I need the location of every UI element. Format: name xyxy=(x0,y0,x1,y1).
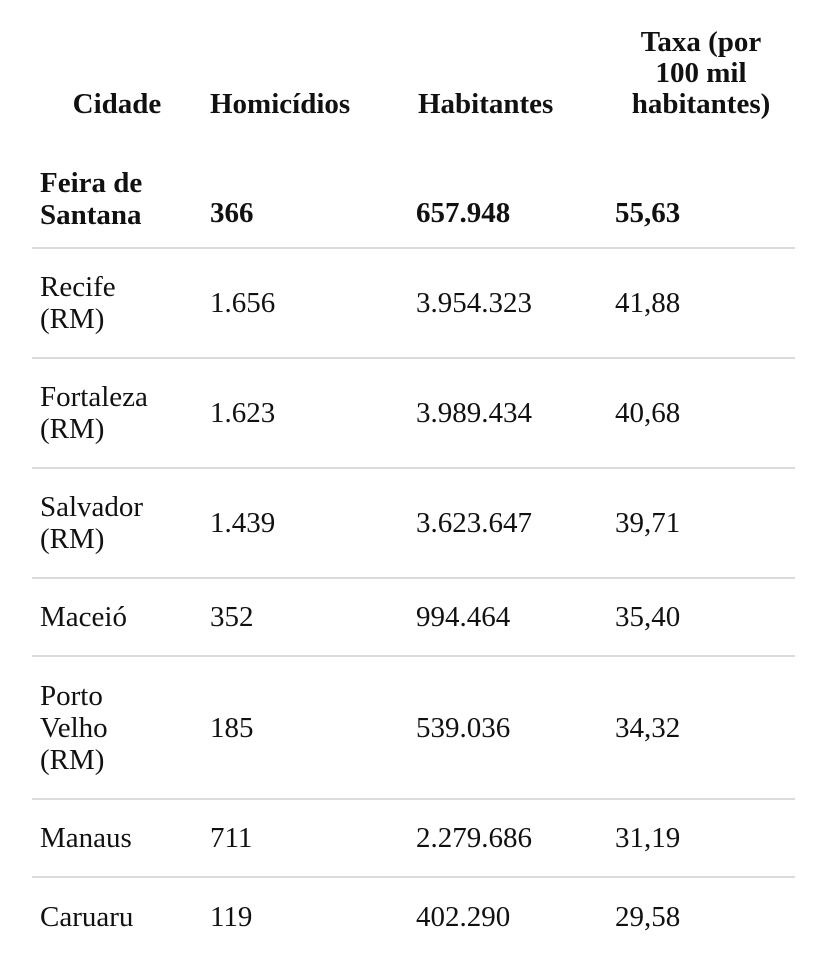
table-row: Porto Velho (RM) 185 539.036 34,32 xyxy=(32,656,795,800)
cell-homicides: 352 xyxy=(202,578,408,657)
cell-homicides: 711 xyxy=(202,799,408,878)
city-line: Maceió xyxy=(40,601,127,633)
table-row: Maceió 352 994.464 35,40 xyxy=(32,578,795,657)
cell-rate: 35,40 xyxy=(607,578,795,657)
cell-inhabitants: 3.989.434 xyxy=(408,358,607,469)
city-line: Fortaleza xyxy=(40,381,148,413)
cell-rate: 34,32 xyxy=(607,656,795,800)
city-line: Feira de xyxy=(40,166,143,199)
cell-rate: 40,68 xyxy=(607,358,795,469)
cell-inhabitants: 994.464 xyxy=(408,578,607,657)
header-rate-line3: habitantes) xyxy=(631,88,771,120)
cell-rate: 29,58 xyxy=(615,900,681,933)
cell-rate: 41,88 xyxy=(607,248,795,359)
city-line: Velho xyxy=(40,711,108,744)
cell-city: Feira de Santana xyxy=(32,150,202,249)
cell-inhabitants: 3.623.647 xyxy=(408,468,607,579)
cell-homicides: 185 xyxy=(202,656,408,800)
header-row: Cidade Homicídios Habitantes Taxa (por 1… xyxy=(32,0,795,150)
cell-inhabitants: 539.036 xyxy=(408,656,607,800)
table-row: Salvador (RM) 1.439 3.623.647 39,71 xyxy=(32,468,795,579)
header-inhabitants: Habitantes xyxy=(418,88,554,120)
city-line: Caruaru xyxy=(40,900,134,933)
city-line: (RM) xyxy=(40,523,105,555)
header-homicides: Homicídios xyxy=(210,88,351,120)
header-rate-line1: Taxa (por xyxy=(640,26,762,58)
table-header: Cidade Homicídios Habitantes Taxa (por 1… xyxy=(32,0,795,150)
table-row: Fortaleza (RM) 1.623 3.989.434 40,68 xyxy=(32,358,795,469)
cell-city: Manaus xyxy=(32,799,202,878)
cell-rate: 31,19 xyxy=(607,799,795,878)
cell-rate: 55,63 xyxy=(607,150,795,249)
table-row: Feira de Santana 366 657.948 55,63 xyxy=(32,150,795,249)
cell-homicides: 366 xyxy=(202,150,408,249)
cell-city: Porto Velho (RM) xyxy=(32,656,202,800)
header-city: Cidade xyxy=(72,88,162,120)
cell-homicides: 1.656 xyxy=(202,248,408,359)
cell-city: Recife (RM) xyxy=(32,248,202,359)
cell-inhabitants: 402.290 xyxy=(416,900,511,933)
cell-rate: 39,71 xyxy=(607,468,795,579)
homicide-rate-table: Cidade Homicídios Habitantes Taxa (por 1… xyxy=(32,0,795,955)
city-line: (RM) xyxy=(40,413,105,445)
cell-homicides: 1.623 xyxy=(202,358,408,469)
header-rate: Taxa (por 100 mil habitantes) xyxy=(607,0,795,150)
cell-inhabitants: 657.948 xyxy=(408,150,607,249)
table-row: Recife (RM) 1.656 3.954.323 41,88 xyxy=(32,248,795,359)
city-line: Manaus xyxy=(40,822,132,854)
cell-city: Salvador (RM) xyxy=(32,468,202,579)
cell-homicides: 119 xyxy=(210,900,253,933)
header-rate-line2: 100 mil xyxy=(655,57,747,89)
city-line: (RM) xyxy=(40,303,105,335)
city-line: Recife xyxy=(40,271,116,303)
table-row: Manaus 711 2.279.686 31,19 xyxy=(32,799,795,878)
cell-city: Maceió xyxy=(32,578,202,657)
cell-homicides: 1.439 xyxy=(202,468,408,579)
cell-city: Fortaleza (RM) xyxy=(32,358,202,469)
cell-city: Caruaru xyxy=(32,877,202,955)
city-line: Porto xyxy=(40,679,103,712)
cell-inhabitants: 3.954.323 xyxy=(408,248,607,359)
cell-inhabitants: 2.279.686 xyxy=(408,799,607,878)
city-line: Santana xyxy=(40,198,142,231)
city-line: Salvador xyxy=(40,491,144,523)
table-body: Feira de Santana 366 657.948 55,63 Recif… xyxy=(32,150,795,955)
table-row: Caruaru 119 402.290 29,58 xyxy=(32,877,795,955)
city-line: (RM) xyxy=(40,743,105,776)
